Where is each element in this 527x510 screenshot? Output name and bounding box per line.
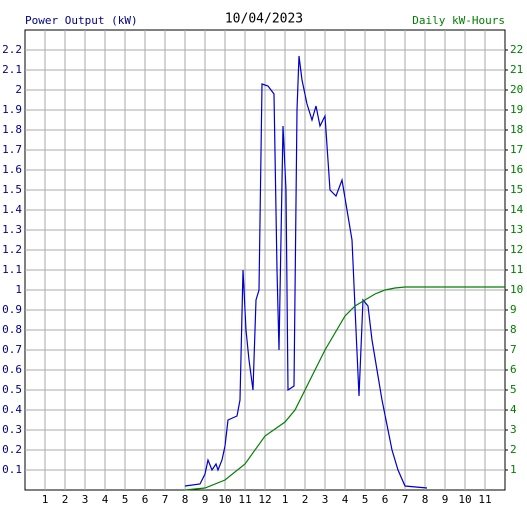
- y-tick-label: 0.8: [2, 323, 22, 336]
- y-tick-label: 1.6: [2, 163, 22, 176]
- series-line: [184, 55, 428, 489]
- y-tick-label: 1.5: [2, 183, 22, 196]
- x-tick-label: 3: [322, 493, 329, 506]
- chart-title: 10/04/2023: [225, 12, 303, 27]
- x-tick-label: 5: [362, 493, 369, 506]
- y-tick-label: 0.1: [2, 463, 22, 476]
- x-tick-label: 1: [42, 493, 49, 506]
- y2-tick-label: 4: [510, 403, 517, 416]
- x-tick-label: 10: [218, 493, 231, 506]
- y-tick-label: 1: [15, 283, 22, 296]
- y-tick-label: 1.4: [2, 203, 22, 216]
- y2-tick-label: 20: [510, 83, 523, 96]
- y2-tick-label: 14: [510, 203, 524, 216]
- y2-tick-label: 9: [510, 303, 517, 316]
- y-axis-label: Power Output (kW): [25, 14, 138, 27]
- y2-axis-label: Daily kW-Hours: [412, 14, 505, 27]
- x-tick-label: 6: [142, 493, 149, 506]
- x-tick-label: 1: [282, 493, 289, 506]
- y-tick-label: 0.2: [2, 443, 22, 456]
- y2-tick-label: 16: [510, 163, 523, 176]
- x-tick-label: 4: [342, 493, 349, 506]
- x-tick-label: 10: [458, 493, 471, 506]
- y-tick-label: 2.2: [2, 43, 22, 56]
- y2-tick-label: 12: [510, 243, 523, 256]
- y-tick-label: 1.7: [2, 143, 22, 156]
- y2-tick-label: 8: [510, 323, 517, 336]
- y2-tick-label: 3: [510, 423, 517, 436]
- y-tick-label: 2.1: [2, 63, 22, 76]
- y2-tick-label: 10: [510, 283, 523, 296]
- x-tick-label: 7: [402, 493, 409, 506]
- y2-tick-label: 13: [510, 223, 523, 236]
- y2-tick-label: 15: [510, 183, 523, 196]
- y-tick-label: 1.3: [2, 223, 22, 236]
- x-tick-label: 6: [382, 493, 389, 506]
- x-tick-label: 9: [442, 493, 449, 506]
- y2-tick-label: 18: [510, 123, 523, 136]
- y2-tick-label: 6: [510, 363, 517, 376]
- x-tick-label: 11: [238, 493, 251, 506]
- y2-tick-label: 17: [510, 143, 523, 156]
- y-tick-label: 1.9: [2, 103, 22, 116]
- y-tick-label: 0.7: [2, 343, 22, 356]
- y2-tick-label: 22: [510, 43, 523, 56]
- x-tick-label: 12: [258, 493, 271, 506]
- y-tick-label: 0.9: [2, 303, 22, 316]
- y2-tick-label: 2: [510, 443, 517, 456]
- y-tick-label: 0.6: [2, 363, 22, 376]
- x-tick-label: 5: [122, 493, 129, 506]
- x-tick-label: 8: [422, 493, 429, 506]
- y-tick-label: 0.3: [2, 423, 22, 436]
- x-tick-label: 4: [102, 493, 109, 506]
- y-tick-label: 1.1: [2, 263, 22, 276]
- x-tick-label: 3: [82, 493, 89, 506]
- y2-tick-label: 1: [510, 463, 517, 476]
- y2-tick-label: 11: [510, 263, 523, 276]
- y2-tick-label: 7: [510, 343, 517, 356]
- x-tick-label: 7: [162, 493, 169, 506]
- y-tick-label: 1.8: [2, 123, 22, 136]
- y-tick-label: 0.5: [2, 383, 22, 396]
- y2-tick-label: 5: [510, 383, 517, 396]
- y2-tick-label: 19: [510, 103, 523, 116]
- x-tick-label: 2: [62, 493, 69, 506]
- x-tick-label: 2: [302, 493, 309, 506]
- y2-tick-label: 21: [510, 63, 523, 76]
- x-tick-label: 11: [478, 493, 491, 506]
- y-tick-label: 0.4: [2, 403, 22, 416]
- x-tick-label: 9: [202, 493, 209, 506]
- y-tick-label: 1.2: [2, 243, 22, 256]
- x-tick-label: 8: [182, 493, 189, 506]
- series-line: [184, 286, 505, 491]
- y-tick-label: 2: [15, 83, 22, 96]
